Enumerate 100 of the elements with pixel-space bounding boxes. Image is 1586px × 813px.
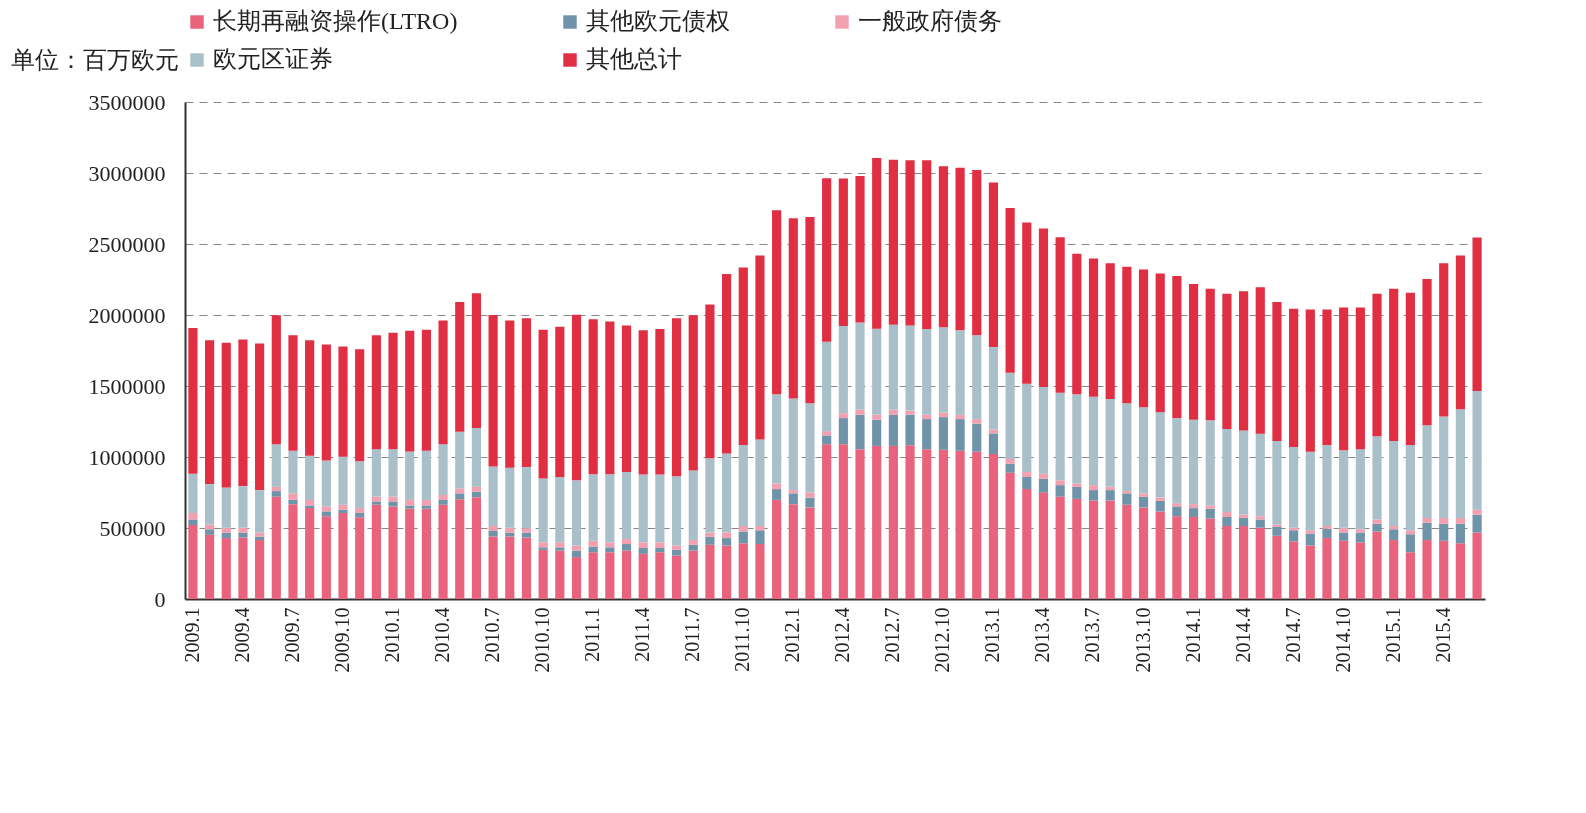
x-tick-label: 2010.10 xyxy=(531,607,554,673)
bar xyxy=(638,330,648,475)
y-tick-label: 3000000 xyxy=(88,160,166,186)
bar xyxy=(955,167,965,331)
x-tick-label: 2012.7 xyxy=(881,607,904,663)
bar xyxy=(388,506,398,599)
bar xyxy=(371,335,381,450)
bar xyxy=(521,532,532,538)
bar xyxy=(538,549,548,599)
bar xyxy=(1372,523,1382,532)
x-tick-label: 2012.1 xyxy=(781,607,804,663)
bar xyxy=(1305,309,1315,452)
bar xyxy=(788,218,798,399)
bar xyxy=(838,326,848,414)
bar xyxy=(388,449,398,497)
bar xyxy=(1155,412,1165,498)
bar xyxy=(1322,538,1332,599)
bar xyxy=(538,542,548,548)
bar xyxy=(271,496,281,599)
bar xyxy=(671,545,682,550)
x-tick-label: 2012.10 xyxy=(931,607,954,673)
bar xyxy=(488,315,498,467)
bar xyxy=(255,343,265,491)
bar xyxy=(621,325,632,473)
y-tick-label: 1000000 xyxy=(88,444,166,470)
bar xyxy=(1188,419,1199,505)
bar xyxy=(1439,517,1449,524)
bar xyxy=(1289,446,1299,528)
bar xyxy=(1055,480,1065,486)
bar xyxy=(1138,269,1149,408)
bar xyxy=(338,504,348,510)
bar xyxy=(205,534,215,599)
bar xyxy=(438,320,448,445)
bar xyxy=(772,489,782,500)
bar xyxy=(305,340,315,456)
bar xyxy=(888,324,898,410)
bar xyxy=(438,494,448,500)
bar xyxy=(1455,255,1465,410)
bar xyxy=(455,488,465,494)
x-tick-label: 2011.4 xyxy=(631,607,654,662)
bar xyxy=(471,486,482,492)
bar xyxy=(288,504,298,599)
bar xyxy=(421,450,431,500)
bar xyxy=(972,170,982,336)
bar xyxy=(638,474,648,543)
bar xyxy=(305,508,315,599)
bar xyxy=(255,532,265,537)
bar xyxy=(655,474,665,543)
bar xyxy=(271,444,281,487)
bar xyxy=(1472,390,1482,510)
bar xyxy=(488,536,498,599)
bar xyxy=(738,267,748,445)
bar xyxy=(605,552,615,599)
bar xyxy=(838,444,848,599)
bar xyxy=(988,182,999,348)
bar xyxy=(1239,526,1249,599)
bar xyxy=(1405,292,1415,445)
bar xyxy=(1389,529,1399,541)
bar xyxy=(838,413,848,419)
bar xyxy=(388,501,398,507)
bar xyxy=(1022,472,1032,478)
bar xyxy=(1255,433,1265,517)
bar xyxy=(1105,486,1115,491)
bar xyxy=(688,550,698,599)
bar xyxy=(1422,425,1432,518)
bar xyxy=(588,474,598,541)
bar xyxy=(972,419,982,424)
bar xyxy=(1138,507,1149,599)
bar xyxy=(1072,486,1082,499)
bar xyxy=(1422,540,1432,599)
bar xyxy=(1172,418,1182,504)
bar xyxy=(1172,276,1182,419)
bar xyxy=(221,527,231,533)
bar xyxy=(788,493,798,505)
bar xyxy=(321,506,331,512)
legend-label: 长期再融资操作(LTRO) xyxy=(213,8,458,34)
y-tick-label: 0 xyxy=(154,586,166,612)
bar xyxy=(1305,533,1315,546)
bar xyxy=(421,508,431,599)
x-tick-label: 2009.10 xyxy=(331,607,354,673)
bar xyxy=(588,540,598,547)
bar xyxy=(1038,492,1049,599)
bar xyxy=(722,545,732,599)
bar xyxy=(688,470,698,541)
bar xyxy=(338,512,348,599)
bar xyxy=(972,423,982,452)
bar xyxy=(338,509,348,513)
bar xyxy=(455,431,465,489)
bar xyxy=(1239,517,1249,527)
legend-label: 其他总计 xyxy=(586,46,682,72)
bar xyxy=(722,453,732,533)
bar xyxy=(555,326,565,478)
bar xyxy=(772,499,782,599)
bar xyxy=(671,549,682,556)
bar xyxy=(1105,490,1115,501)
bar xyxy=(1055,496,1065,599)
bar xyxy=(1339,450,1349,528)
bar xyxy=(205,340,215,485)
bar xyxy=(772,210,782,395)
bar xyxy=(288,499,298,505)
